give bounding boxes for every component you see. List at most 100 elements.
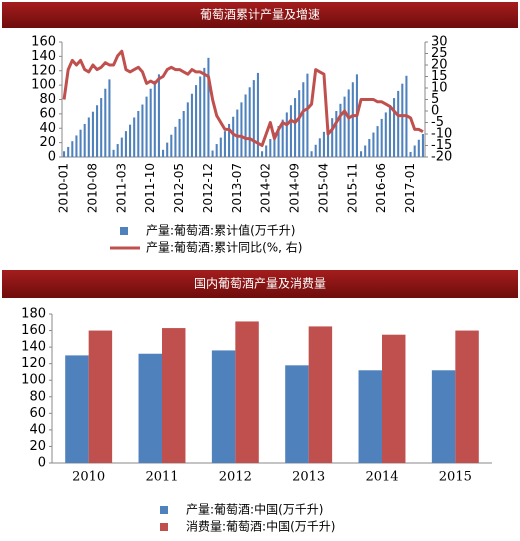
bar	[71, 141, 74, 157]
bar	[162, 328, 186, 463]
bar	[137, 111, 140, 157]
bar	[211, 150, 214, 157]
x-tick-label: 2012-05	[172, 163, 186, 213]
bar	[79, 129, 82, 157]
bar	[228, 123, 231, 157]
bar	[285, 112, 288, 157]
bar	[120, 137, 123, 157]
y-tick-label: 80	[39, 92, 56, 107]
bar	[339, 103, 342, 157]
bar	[380, 118, 383, 157]
x-tick-label: 2014	[365, 470, 398, 485]
bar	[104, 88, 107, 157]
bar	[327, 125, 330, 157]
bar	[285, 365, 309, 463]
chart-title: 国内葡萄酒产量及消费量	[194, 277, 326, 291]
bar	[215, 144, 218, 157]
bar	[382, 334, 406, 463]
y2-tick-label: 25	[431, 46, 448, 61]
bar	[170, 134, 173, 157]
bar	[133, 117, 136, 157]
y-tick-label: 100	[21, 373, 46, 388]
bar	[186, 102, 189, 157]
x-tick-label: 2010	[72, 470, 105, 485]
bar	[87, 117, 90, 157]
bar	[96, 105, 99, 157]
bar	[265, 145, 268, 157]
y-tick-label: 120	[31, 63, 56, 78]
x-tick-label: 2012	[219, 470, 252, 485]
bar	[401, 83, 404, 157]
bar	[124, 131, 127, 157]
line	[62, 49, 424, 147]
bar	[343, 96, 346, 157]
bar	[252, 80, 255, 157]
bar	[417, 139, 420, 157]
y-tick-label: 80	[29, 389, 46, 404]
bar	[162, 149, 165, 157]
bar	[145, 96, 148, 157]
bar	[294, 98, 297, 157]
bar	[397, 90, 400, 157]
bar	[244, 94, 247, 157]
bar	[235, 321, 259, 463]
bar	[207, 57, 210, 157]
bar	[331, 118, 334, 157]
x-tick-label: 2010-08	[85, 163, 99, 213]
bar	[190, 93, 193, 157]
x-tick-label: 2015-04	[316, 163, 330, 213]
x-tick-label: 2011	[145, 470, 178, 485]
y2-tick-label: -10	[431, 127, 452, 142]
y-tick-label: 140	[31, 49, 56, 64]
y-tick-label: 40	[29, 422, 46, 437]
x-tick-label: 2011-10	[143, 163, 157, 213]
legend-label: 产量:葡萄酒:累计值(万千升)	[146, 223, 295, 238]
bar	[153, 80, 156, 157]
bar	[236, 109, 239, 157]
bar	[195, 85, 198, 157]
bar	[141, 104, 144, 157]
x-tick-label: 2015	[439, 470, 472, 485]
bar	[261, 151, 264, 157]
bar	[431, 370, 456, 463]
x-tick-label: 2017-01	[403, 163, 417, 213]
bar	[421, 134, 424, 157]
bar	[358, 370, 382, 463]
bar	[219, 137, 222, 157]
bar	[322, 131, 325, 157]
legend-swatch	[120, 227, 128, 235]
bar	[100, 98, 103, 157]
bar	[199, 76, 202, 157]
x-tick-label: 2014-09	[288, 163, 302, 213]
x-tick-label: 2015-11	[345, 163, 359, 213]
bar	[65, 355, 89, 463]
bar	[281, 119, 284, 157]
bar	[368, 139, 371, 157]
bar	[273, 132, 276, 157]
bar	[129, 124, 132, 157]
bar	[108, 79, 111, 157]
y-tick-label: 40	[39, 121, 56, 136]
bar	[314, 144, 317, 157]
bar	[91, 111, 94, 157]
y2-tick-label: 0	[431, 104, 439, 119]
bar	[277, 126, 280, 157]
bar	[166, 142, 169, 157]
bar	[88, 330, 113, 463]
bar	[67, 146, 70, 157]
y2-tick-label: 10	[431, 81, 448, 96]
chart-title: 葡萄酒累计产量及增速	[200, 8, 320, 22]
bar	[63, 151, 66, 157]
bar	[376, 126, 379, 157]
bar	[335, 111, 338, 157]
y-tick-label: 60	[39, 106, 56, 121]
x-tick-label: 2010-01	[57, 163, 71, 213]
y2-tick-label: -15	[431, 138, 452, 153]
bar	[393, 98, 396, 157]
bar	[240, 102, 243, 157]
x-tick-label: 2013-07	[230, 163, 244, 213]
bar	[388, 105, 391, 157]
bar	[248, 87, 251, 157]
bar	[174, 126, 177, 157]
